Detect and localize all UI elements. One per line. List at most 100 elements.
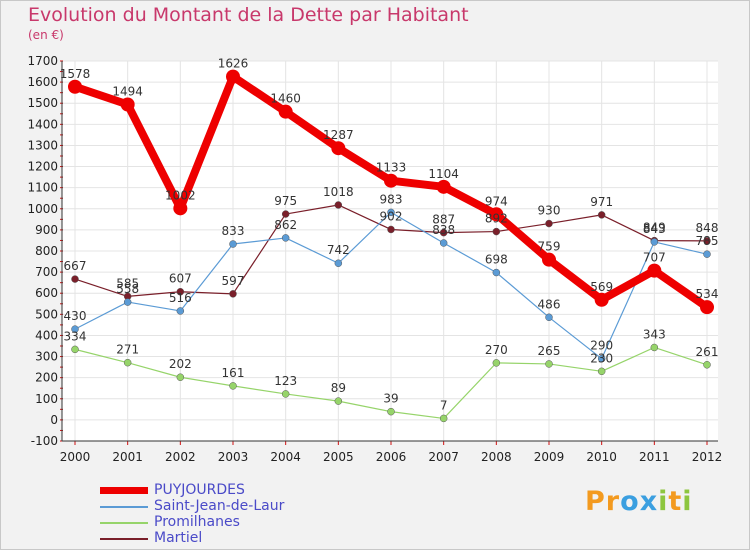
y-tick-label: 1500 xyxy=(27,96,58,110)
data-label-puyjourdes: 569 xyxy=(590,280,613,294)
data-label-martiel: 975 xyxy=(274,194,297,208)
data-label-puyjourdes: 1002 xyxy=(165,188,196,202)
data-label-saint-jean-de-laur: 983 xyxy=(380,192,403,206)
data-point-saint-jean-de-laur xyxy=(650,238,659,246)
data-label-saint-jean-de-laur: 862 xyxy=(274,218,297,232)
data-label-martiel: 902 xyxy=(380,209,403,223)
data-label-martiel: 1018 xyxy=(323,185,354,199)
data-label-saint-jean-de-laur: 785 xyxy=(696,234,719,248)
data-point-martiel xyxy=(703,237,711,245)
data-label-promilhanes: 7 xyxy=(440,398,448,412)
legend-label: Promilhanes xyxy=(154,514,240,530)
data-point-puyjourdes xyxy=(278,104,293,119)
data-label-promilhanes: 123 xyxy=(274,374,297,388)
x-tick-label: 2000 xyxy=(60,450,91,464)
data-point-saint-jean-de-laur xyxy=(176,307,185,315)
y-tick-label: 1600 xyxy=(27,75,58,89)
y-tick-label: 700 xyxy=(35,265,58,279)
data-point-martiel xyxy=(439,228,448,237)
data-point-martiel xyxy=(492,227,501,236)
data-point-martiel xyxy=(229,290,237,298)
data-label-promilhanes: 230 xyxy=(590,351,613,365)
data-label-martiel: 607 xyxy=(169,272,192,286)
data-point-puyjourdes xyxy=(226,69,240,84)
data-label-puyjourdes: 1578 xyxy=(60,67,91,81)
data-point-puyjourdes xyxy=(594,292,609,307)
proxiti-logo: Proxiti xyxy=(585,486,693,517)
data-point-promilhanes xyxy=(703,361,711,369)
data-label-martiel: 585 xyxy=(116,276,139,290)
data-point-martiel xyxy=(545,219,553,228)
y-tick-label: 1300 xyxy=(27,138,58,152)
data-point-promilhanes xyxy=(492,359,501,367)
data-label-saint-jean-de-laur: 430 xyxy=(64,309,87,323)
data-label-puyjourdes: 1133 xyxy=(376,161,407,175)
data-point-saint-jean-de-laur xyxy=(597,354,606,363)
y-tick-label: 800 xyxy=(35,244,58,258)
legend-label: PUYJOURDES xyxy=(154,482,245,498)
data-point-saint-jean-de-laur xyxy=(123,298,132,306)
data-label-puyjourdes: 1287 xyxy=(323,128,354,142)
data-label-martiel: 597 xyxy=(222,274,245,288)
data-point-promilhanes xyxy=(545,360,553,368)
data-label-puyjourdes: 1104 xyxy=(428,167,459,181)
data-label-saint-jean-de-laur: 698 xyxy=(485,253,508,267)
x-tick-label: 2002 xyxy=(165,450,196,464)
x-tick-label: 2010 xyxy=(586,450,617,464)
y-tick-label: 600 xyxy=(35,286,58,300)
data-label-promilhanes: 202 xyxy=(169,357,192,371)
data-point-promilhanes xyxy=(176,373,185,381)
chart-subtitle: (en €) xyxy=(28,28,64,42)
data-label-martiel: 887 xyxy=(432,213,455,227)
data-point-martiel xyxy=(71,275,79,283)
legend-item: PUYJOURDES xyxy=(100,482,360,499)
data-point-promilhanes xyxy=(281,390,290,398)
logo-letter: r xyxy=(605,486,621,517)
data-label-saint-jean-de-laur: 516 xyxy=(169,291,192,305)
data-label-puyjourdes: 1460 xyxy=(270,92,301,106)
logo-letter: x xyxy=(639,486,659,517)
logo-letter: o xyxy=(620,486,640,517)
y-tick-label: 1000 xyxy=(27,202,58,216)
data-label-saint-jean-de-laur: 838 xyxy=(432,223,455,237)
chart-title: Evolution du Montant de la Dette par Hab… xyxy=(28,4,469,26)
data-label-promilhanes: 270 xyxy=(485,343,508,357)
legend-item: Martiel xyxy=(100,530,360,547)
data-label-saint-jean-de-laur: 833 xyxy=(222,224,245,238)
x-tick-label: 2001 xyxy=(112,450,143,464)
logo-letter: i xyxy=(658,486,669,517)
data-label-promilhanes: 89 xyxy=(331,381,346,395)
data-point-martiel xyxy=(334,201,343,209)
data-label-martiel: 892 xyxy=(485,212,508,226)
legend-item: Promilhanes xyxy=(100,514,360,531)
data-label-promilhanes: 39 xyxy=(383,392,398,406)
y-tick-label: 100 xyxy=(35,392,58,406)
data-point-saint-jean-de-laur xyxy=(281,234,290,242)
data-label-promilhanes: 343 xyxy=(643,327,666,341)
data-point-saint-jean-de-laur xyxy=(387,208,395,217)
legend-swatch xyxy=(100,506,148,508)
data-point-promilhanes xyxy=(123,358,132,367)
data-point-puyjourdes xyxy=(436,179,451,194)
data-label-martiel: 971 xyxy=(590,195,613,209)
logo-letter: t xyxy=(668,486,683,517)
data-point-saint-jean-de-laur xyxy=(71,325,79,333)
x-tick-label: 2009 xyxy=(534,450,565,464)
data-label-puyjourdes: 534 xyxy=(696,287,719,301)
x-tick-label: 2007 xyxy=(428,450,459,464)
data-label-promilhanes: 334 xyxy=(64,329,87,343)
data-label-puyjourdes: 1494 xyxy=(112,84,143,98)
data-label-saint-jean-de-laur: 742 xyxy=(327,243,350,257)
data-point-puyjourdes xyxy=(331,141,346,156)
y-tick-label: -100 xyxy=(31,434,58,448)
x-tick-label: 2003 xyxy=(218,450,249,464)
data-point-martiel xyxy=(387,225,395,234)
data-label-saint-jean-de-laur: 486 xyxy=(538,297,561,311)
y-tick-label: 900 xyxy=(35,223,58,237)
legend-swatch xyxy=(100,522,148,524)
data-point-puyjourdes xyxy=(68,79,82,94)
data-point-martiel xyxy=(176,287,185,296)
data-label-puyjourdes: 974 xyxy=(485,194,508,208)
data-label-saint-jean-de-laur: 843 xyxy=(643,222,666,236)
